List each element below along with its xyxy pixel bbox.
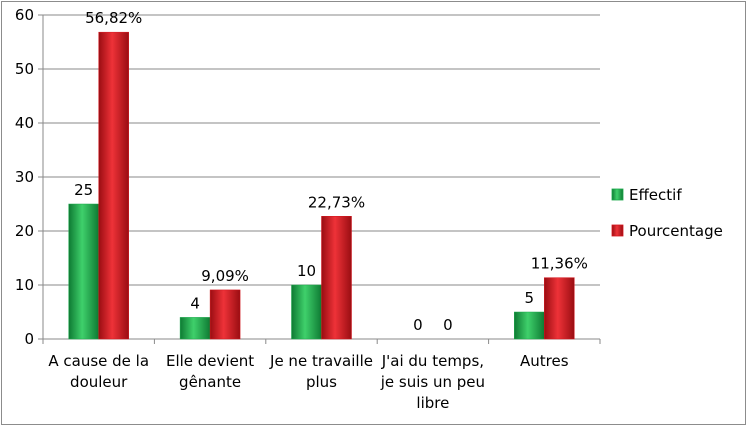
legend-label: Effectif bbox=[629, 186, 682, 204]
bars bbox=[68, 31, 575, 340]
data-label: 5 bbox=[525, 289, 535, 307]
data-label: 11,36% bbox=[531, 255, 588, 273]
category-label-line: Je ne travaille bbox=[269, 352, 373, 370]
data-label: 0 bbox=[413, 316, 423, 334]
category-label-line: plus bbox=[306, 373, 337, 391]
gridlines bbox=[43, 14, 600, 286]
data-label: 0 bbox=[443, 316, 453, 334]
category-label-line: douleur bbox=[70, 373, 128, 391]
category-label: A cause de la douleur bbox=[48, 352, 149, 391]
category-label: Je ne travaille plus bbox=[269, 352, 373, 391]
data-label: 9,09% bbox=[201, 267, 249, 285]
category-label-line: J'ai du temps, bbox=[381, 352, 484, 370]
category-label: J'ai du temps, je suis un peu libre bbox=[380, 352, 485, 412]
bar-pourcentage bbox=[321, 216, 352, 340]
y-tick-label: 30 bbox=[15, 168, 34, 186]
bar-effectif bbox=[179, 317, 211, 340]
y-tick-label: 20 bbox=[15, 222, 34, 240]
category-label: Elle devient gênante bbox=[166, 352, 254, 391]
bar-effectif bbox=[514, 311, 545, 340]
data-label: 56,82% bbox=[85, 9, 142, 27]
category-label-line: libre bbox=[416, 394, 449, 412]
legend: Effectif Pourcentage bbox=[611, 186, 723, 240]
bar-effectif bbox=[68, 203, 99, 340]
y-tick-label: 60 bbox=[15, 6, 34, 24]
data-labels: 25 56,82% 49,09% 10 22,73% 0 0 5 11,36% bbox=[74, 9, 588, 334]
bar-pourcentage bbox=[98, 31, 129, 340]
category-label-line: Elle devient bbox=[166, 352, 254, 370]
data-label: 4 bbox=[190, 294, 200, 312]
legend-label: Pourcentage bbox=[629, 222, 723, 240]
y-tick-label: 0 bbox=[24, 330, 34, 348]
category-label-line: gênante bbox=[179, 373, 241, 391]
data-label: 22,73% bbox=[308, 193, 365, 211]
y-tick-label: 10 bbox=[15, 276, 34, 294]
category-label-line: A cause de la bbox=[48, 352, 149, 370]
category-label-line: Autres bbox=[520, 352, 569, 370]
data-label: 10 bbox=[297, 262, 316, 280]
y-tick-label: 40 bbox=[15, 114, 34, 132]
bar-pourcentage bbox=[544, 277, 575, 340]
data-label: 25 bbox=[74, 181, 93, 199]
legend-swatch bbox=[611, 188, 624, 201]
category-label: Autres bbox=[520, 352, 569, 370]
category-label-line: je suis un peu bbox=[380, 373, 485, 391]
bar-pourcentage bbox=[209, 289, 241, 340]
bar-effectif bbox=[291, 284, 322, 340]
legend-swatch bbox=[611, 224, 624, 237]
y-tick-label: 50 bbox=[15, 60, 34, 78]
category-labels: A cause de la douleur Elle devient gênante J… bbox=[48, 352, 568, 412]
